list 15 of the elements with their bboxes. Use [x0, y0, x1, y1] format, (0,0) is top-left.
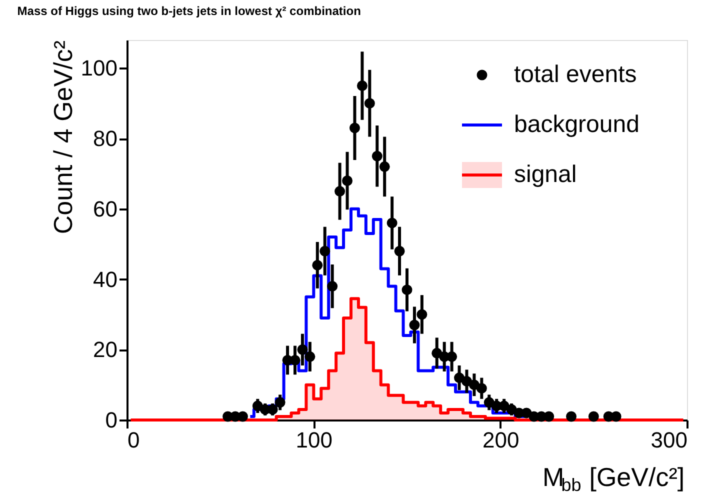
y-tick-label: 100 — [80, 56, 118, 81]
legend-label: total events — [514, 61, 637, 88]
y-axis-title: Count / 4 GeV/c² — [48, 40, 78, 234]
y-tick-label: 60 — [93, 196, 118, 222]
x-tick-label: 300 — [650, 428, 688, 452]
legend-label: signal — [514, 161, 577, 188]
x-tick-label: 200 — [482, 428, 520, 452]
x-tick-label: 0 — [128, 428, 140, 452]
chart-title: Mass of Higgs using two b-jets jets in lowest χ² combination — [17, 4, 361, 18]
x-tick-label: 100 — [296, 428, 333, 452]
y-tick-label: 0 — [105, 408, 118, 432]
legend-label: background — [514, 111, 640, 138]
y-tick-label: 80 — [93, 126, 118, 152]
y-tick-label: 20 — [93, 337, 118, 362]
y-tick-label: 40 — [93, 266, 118, 292]
